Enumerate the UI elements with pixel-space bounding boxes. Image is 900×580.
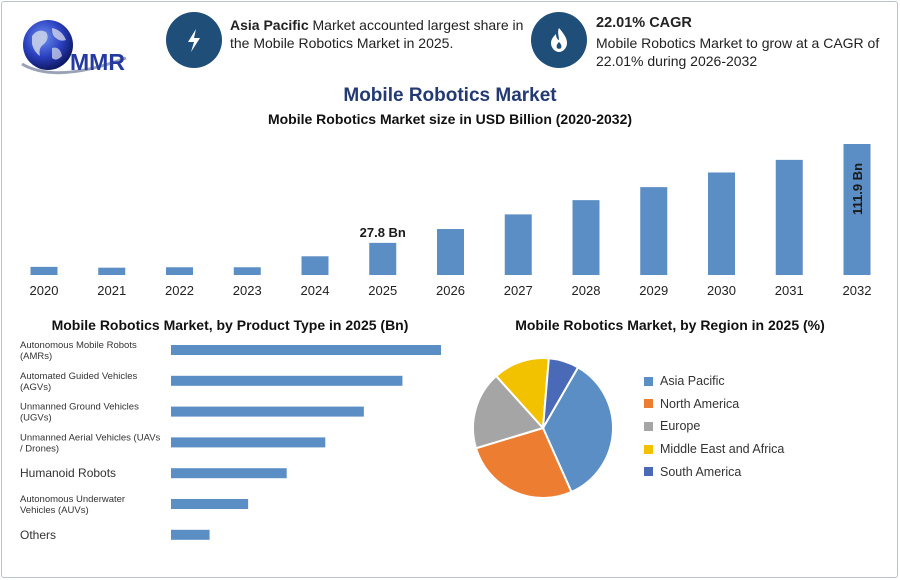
market-size-bar-chart: 2020 2021 2022 2023 2024 2025 2026 2027 2028 2029… — [30, 144, 872, 298]
legend-label: Europe — [660, 419, 701, 434]
legend-item: Middle East and Africa — [644, 438, 784, 461]
growth-flame-icon — [531, 12, 587, 68]
hbar-4 — [171, 468, 287, 479]
x-tick-label: 2026 — [436, 283, 465, 298]
x-tick-label: 2028 — [572, 283, 601, 298]
category-label: Autonomous Underwater Vehicles (AUVs) — [20, 494, 125, 516]
asia-rest: Market accounted largest share in the Mo… — [230, 17, 524, 51]
x-tick-label: 2022 — [165, 283, 194, 298]
x-tick-label: 2021 — [97, 283, 126, 298]
logo-text: MMR — [70, 49, 125, 75]
x-tick-label: 2029 — [639, 283, 668, 298]
bar-2020 — [30, 266, 58, 275]
legend-label: Asia Pacific — [660, 374, 725, 389]
x-tick-label: 2023 — [233, 283, 262, 298]
bar-2024 — [301, 256, 329, 275]
legend-item: South America — [644, 460, 784, 483]
lightning-bolt-icon — [166, 12, 222, 68]
legend-swatch — [644, 376, 653, 386]
category-label: Autonomous Mobile Robots (AMRs) — [20, 340, 137, 362]
hbar-5 — [171, 499, 249, 509]
bar-2026 — [437, 229, 464, 275]
logo-swoosh — [21, 56, 127, 75]
product-type-bar-chart: Autonomous Mobile Robots (AMRs) Automated … — [20, 340, 441, 542]
legend-item: North America — [644, 393, 784, 416]
x-tick-label: 2020 — [30, 283, 59, 298]
bar-2027 — [504, 214, 532, 275]
bar-2032 — [843, 144, 871, 275]
bar-2022 — [166, 267, 193, 275]
legend-item: Asia Pacific — [644, 370, 784, 393]
bar-2028 — [572, 200, 600, 275]
x-tick-label: 2030 — [707, 283, 736, 298]
legend-label: Middle East and Africa — [660, 442, 785, 457]
main-title: Mobile Robotics Market — [343, 85, 557, 106]
category-label: Unmanned Aerial Vehicles (UAVs / Drones) — [20, 432, 161, 454]
cagr-title: 22.01% CAGR — [596, 15, 692, 31]
category-label: Automated Guided Vehicles (AGVs) — [20, 371, 137, 393]
legend-swatch — [644, 421, 653, 431]
hbar-2 — [171, 406, 364, 417]
region-legend: Asia Pacific North America Europe Middle Ea… — [644, 370, 784, 483]
bar-chart-title: Mobile Robotics Market size in USD Billi… — [267, 111, 633, 127]
category-label: Humanoid Robots — [20, 466, 116, 480]
data-label: 27.8 Bn — [360, 225, 406, 240]
x-tick-label: 2032 — [843, 283, 872, 298]
asia-pacific-note: Asia Pacific Market accounted largest sh… — [230, 16, 525, 52]
bar-2031 — [775, 159, 803, 275]
hbar-3 — [171, 437, 326, 448]
pie-slice-europe — [472, 374, 545, 450]
legend-swatch — [644, 444, 653, 454]
category-label: Unmanned Ground Vehicles (UGVs) — [20, 402, 139, 424]
pie-slice-south-america — [542, 357, 580, 429]
pie-slice-middle-east-and-africa — [494, 357, 550, 431]
legend-item: Europe — [644, 415, 784, 438]
category-label: Others — [20, 528, 56, 542]
x-tick-label: 2025 — [368, 283, 397, 298]
x-tick-label: 2027 — [504, 283, 533, 298]
hbar-1 — [171, 375, 403, 386]
x-tick-label: 2024 — [301, 283, 330, 298]
bar-2030 — [708, 172, 735, 275]
region-chart-title: Mobile Robotics Market, by Region in 202… — [515, 317, 825, 333]
legend-swatch — [644, 467, 653, 477]
cagr-description: Mobile Robotics Market to grow at a CAGR… — [596, 35, 880, 69]
bar-2021 — [98, 267, 126, 275]
region-pie-chart — [472, 357, 614, 499]
legend-swatch — [644, 399, 653, 409]
bar-2029 — [640, 187, 668, 275]
bar-2025 — [369, 242, 397, 275]
globe-icon — [23, 20, 73, 70]
product-type-chart-title: Mobile Robotics Market, by Product Type … — [51, 317, 409, 333]
x-tick-label: 2031 — [775, 283, 804, 298]
data-label: 111.9 Bn — [850, 163, 865, 215]
bar-2023 — [233, 267, 261, 275]
pie-slice-north-america — [474, 426, 573, 499]
legend-label: South America — [660, 464, 742, 479]
hbar-6 — [171, 529, 210, 540]
mmr-logo: MMR — [21, 20, 127, 75]
hbar-0 — [171, 345, 441, 355]
asia-highlight: Asia Pacific — [230, 17, 309, 33]
legend-label: North America — [660, 396, 740, 411]
